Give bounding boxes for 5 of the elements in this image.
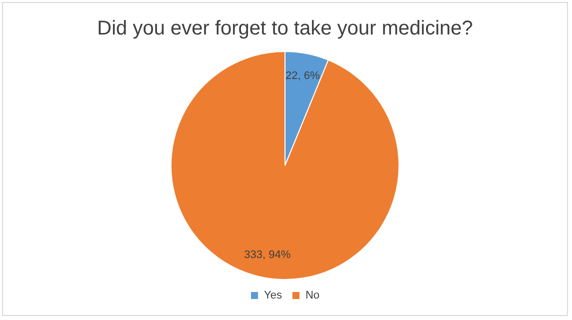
chart-title: Did you ever forget to take your medicine?: [97, 18, 473, 40]
legend-label: Yes: [264, 290, 282, 302]
data-label: 333, 94%: [244, 249, 291, 262]
legend-label: No: [305, 290, 320, 302]
data-label: 22, 6%: [286, 70, 320, 82]
